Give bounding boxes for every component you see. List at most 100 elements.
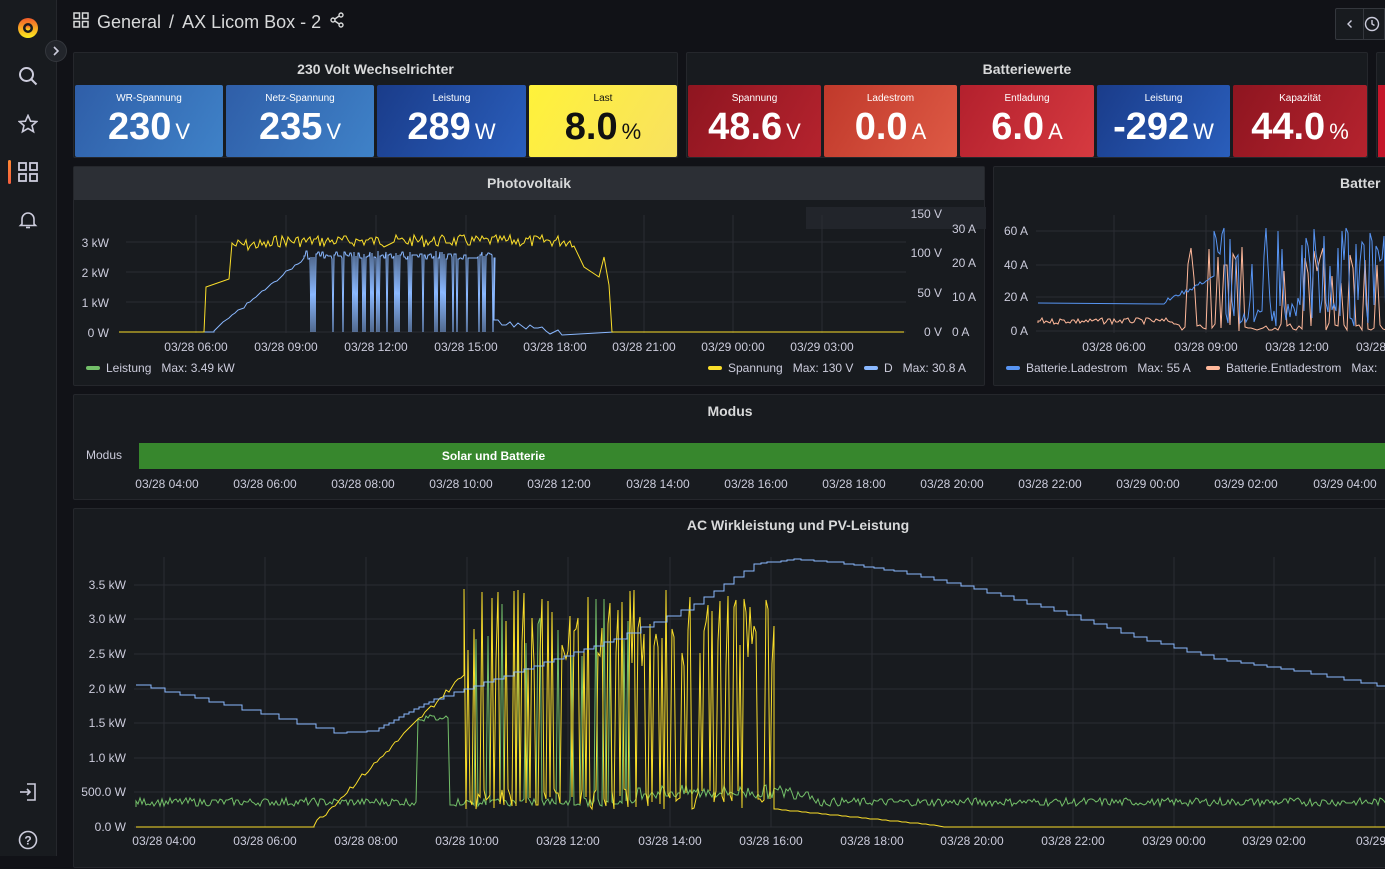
dashboards-icon[interactable] — [16, 160, 40, 184]
share-icon[interactable] — [329, 12, 345, 33]
tick-label: 03/28 22:00 — [1018, 477, 1082, 491]
next-stat-edge — [1378, 85, 1385, 157]
tick-label: 03/28 08:00 — [334, 834, 398, 848]
battery-legend-ladestrom[interactable]: Batterie.Ladestrom Max: 55 A — [1006, 361, 1191, 375]
breadcrumb-dashboard[interactable]: AX Licom Box - 2 — [182, 12, 322, 32]
help-icon[interactable]: ? — [16, 828, 40, 852]
stat-label: Kapazität — [1279, 93, 1321, 104]
tick-label: 60 A — [1004, 224, 1028, 238]
legend-swatch — [1006, 366, 1020, 370]
stat-value: 0.0 A — [854, 106, 927, 148]
stat-value: -292 W — [1113, 106, 1214, 148]
temp-series — [136, 558, 1385, 734]
pv-legend-spannung[interactable]: Spannung Max: 130 V — [708, 361, 853, 375]
wr-panel-title[interactable]: 230 Volt Wechselrichter — [297, 61, 454, 77]
stat-last: Last 8.0% — [529, 85, 677, 157]
legend-swatch — [1206, 366, 1220, 370]
stat-kapazitaet: Kapazität 44.0% — [1233, 85, 1367, 157]
breadcrumb: General / AX Licom Box - 2 — [73, 12, 345, 33]
legend-swatch — [708, 366, 722, 370]
tick-label: 03/28 04:00 — [135, 477, 199, 491]
chevron-right-icon — [53, 46, 60, 56]
pv-power-series — [136, 588, 1385, 828]
pv-legend-d[interactable]: D Max: 30.8 A — [864, 361, 966, 375]
tick-label: 40 A — [1004, 258, 1028, 272]
stat-label: Spannung — [731, 93, 778, 104]
stat-value: 6.0 A — [991, 106, 1063, 148]
modus-state-label: Solar und Batterie — [441, 449, 546, 463]
star-icon[interactable] — [16, 112, 40, 136]
expand-sidebar-button[interactable] — [45, 40, 67, 62]
tick-label: 03/29 02:00 — [1242, 834, 1306, 848]
battery-charge-series — [1037, 227, 1385, 327]
ac-x-axis: 03/28 04:00 03/28 06:00 03/28 08:00 03/28 1… — [132, 834, 1385, 848]
chevron-left-icon — [1346, 20, 1352, 28]
legend-swatch — [864, 366, 878, 370]
grafana-logo-icon[interactable] — [16, 16, 40, 40]
tick-label: 03/28 12:00 — [1265, 340, 1329, 354]
pv-current-series — [119, 250, 904, 336]
battery-legend-entladestrom[interactable]: Batterie.Entladestrom Max: — [1206, 361, 1377, 375]
tick-label: 03/28 09:00 — [254, 340, 318, 354]
modus-panel-title[interactable]: Modus — [707, 403, 753, 419]
pv-chart[interactable]: 3 kW 2 kW 1 kW 0 W 150 V 100 V 50 V 0 V 30 A 20 A… — [74, 167, 986, 387]
tick-label: 2.5 kW — [89, 647, 127, 661]
tick-label: 03/28 22:00 — [1041, 834, 1105, 848]
tick-label: 0 A — [952, 325, 969, 339]
battery-grid — [1036, 215, 1385, 333]
legend-stat: Max: 30.8 A — [902, 361, 967, 375]
tick-label: 03/28 14:00 — [626, 477, 690, 491]
pv-grid — [126, 215, 906, 333]
modus-state-bar[interactable]: Solar und Batterie — [139, 443, 1385, 469]
legend-label: Batterie.Ladestrom — [1026, 361, 1128, 375]
tick-label: 03/29 04:00 — [1313, 477, 1377, 491]
time-shift-back-button[interactable] — [1336, 9, 1364, 39]
stat-label: Last — [593, 93, 613, 104]
stat-ladestrom: Ladestrom 0.0 A — [824, 85, 957, 157]
tick-label: 03/28 06:00 — [233, 477, 297, 491]
legend-label: Spannung — [728, 361, 783, 375]
battery-chart[interactable]: 60 A40 A20 A0 A 03/28 06:00 03/28 09:00 03… — [994, 167, 1385, 387]
tick-label: 03/28 04:00 — [132, 834, 196, 848]
legend-stat: Max: — [1351, 361, 1378, 375]
search-icon[interactable] — [16, 64, 40, 88]
tick-label: 0.0 W — [95, 820, 127, 834]
legend-label: D — [884, 361, 893, 375]
sign-in-icon[interactable] — [16, 780, 40, 804]
tick-label: 1.0 kW — [89, 751, 127, 765]
stat-spannung: Spannung 48.6 V — [688, 85, 821, 157]
tick-label: 0 W — [88, 326, 110, 340]
time-picker-button[interactable] — [1364, 9, 1384, 39]
legend-swatch — [86, 366, 100, 370]
battery-chart-title[interactable]: Batter — [1340, 175, 1381, 191]
stat-label: Ladestrom — [866, 93, 915, 104]
tick-label: 03/28 18:00 — [822, 477, 886, 491]
battery-y-axis: 60 A 40 A 20 A 0 A — [1004, 224, 1028, 338]
bell-icon[interactable] — [16, 208, 40, 232]
bat-panel-title[interactable]: Batteriewerte — [982, 61, 1072, 77]
pv-x-axis: 03/28 06:00 03/28 09:00 03/28 12:00 03/28 1… — [164, 340, 854, 354]
ac-chart[interactable]: 3.5 kW 3.0 kW 2.5 kW 2.0 kW 1.5 kW 1.0 kW 500.… — [74, 509, 1385, 869]
breadcrumb-folder[interactable]: General — [97, 12, 162, 32]
tick-label: 100 V — [911, 246, 942, 260]
legend-stat: Max: 3.49 kW — [161, 361, 235, 375]
ac-y-axis: 3.5 kW 3.0 kW 2.5 kW 2.0 kW 1.5 kW 1.0 kW 500.… — [81, 578, 126, 834]
tick-label: 500.0 W — [81, 785, 126, 799]
tick-label: 03/29 0 — [1356, 834, 1385, 848]
tick-label: 3 kW — [82, 236, 110, 250]
modus-panel: Modus Modus Solar und Batterie 03/28 04:… — [73, 394, 1385, 500]
pv-panel-title[interactable]: Photovoltaik — [486, 175, 571, 191]
tick-label: 03/29 00:00 — [1142, 834, 1206, 848]
stat-label: Netz-Spannung — [265, 93, 335, 104]
tick-label: 03/28 06:00 — [1082, 340, 1146, 354]
battery-x-axis: 03/28 06:00 03/28 09:00 03/28 12:00 03/28 — [1082, 340, 1385, 354]
pv-legend-leistung[interactable]: Leistung Max: 3.49 kW — [86, 361, 235, 375]
ac-panel-title[interactable]: AC Wirkleistung und PV-Leistung — [686, 517, 910, 533]
tick-label: 03/28 — [1356, 340, 1385, 354]
ac-power-series — [135, 598, 1385, 808]
apps-icon — [73, 12, 89, 33]
tick-label: 3.5 kW — [89, 578, 127, 592]
stat-entladung: Entladung 6.0 A — [960, 85, 1094, 157]
top-navbar: General / AX Licom Box - 2 — [57, 0, 1385, 48]
